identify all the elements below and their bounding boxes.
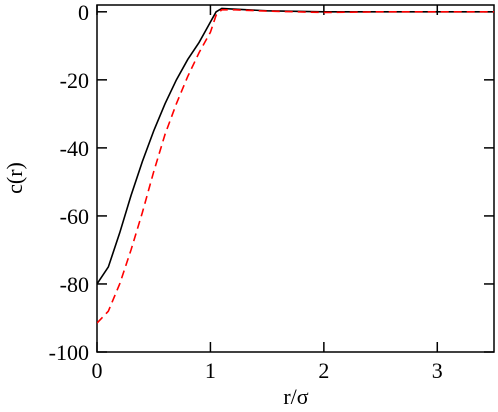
x-tick-label: 2 [318,358,329,383]
y-tick-label: 0 [78,0,89,25]
y-tick-label: -20 [60,68,89,93]
y-axis-label: c(r) [2,162,27,194]
x-tick-label: 3 [432,358,443,383]
x-tick-label: 1 [205,358,216,383]
plot-area [97,7,494,324]
data-line [97,8,494,324]
y-tick-label: -80 [60,272,89,297]
x-axis-label: r/σ [283,384,308,409]
data-line [97,7,494,285]
y-tick-label: -60 [60,204,89,229]
y-tick-label: -40 [60,136,89,161]
plot-frame [96,4,495,353]
x-tick-label: 0 [92,358,103,383]
y-tick-label: -100 [49,340,89,365]
